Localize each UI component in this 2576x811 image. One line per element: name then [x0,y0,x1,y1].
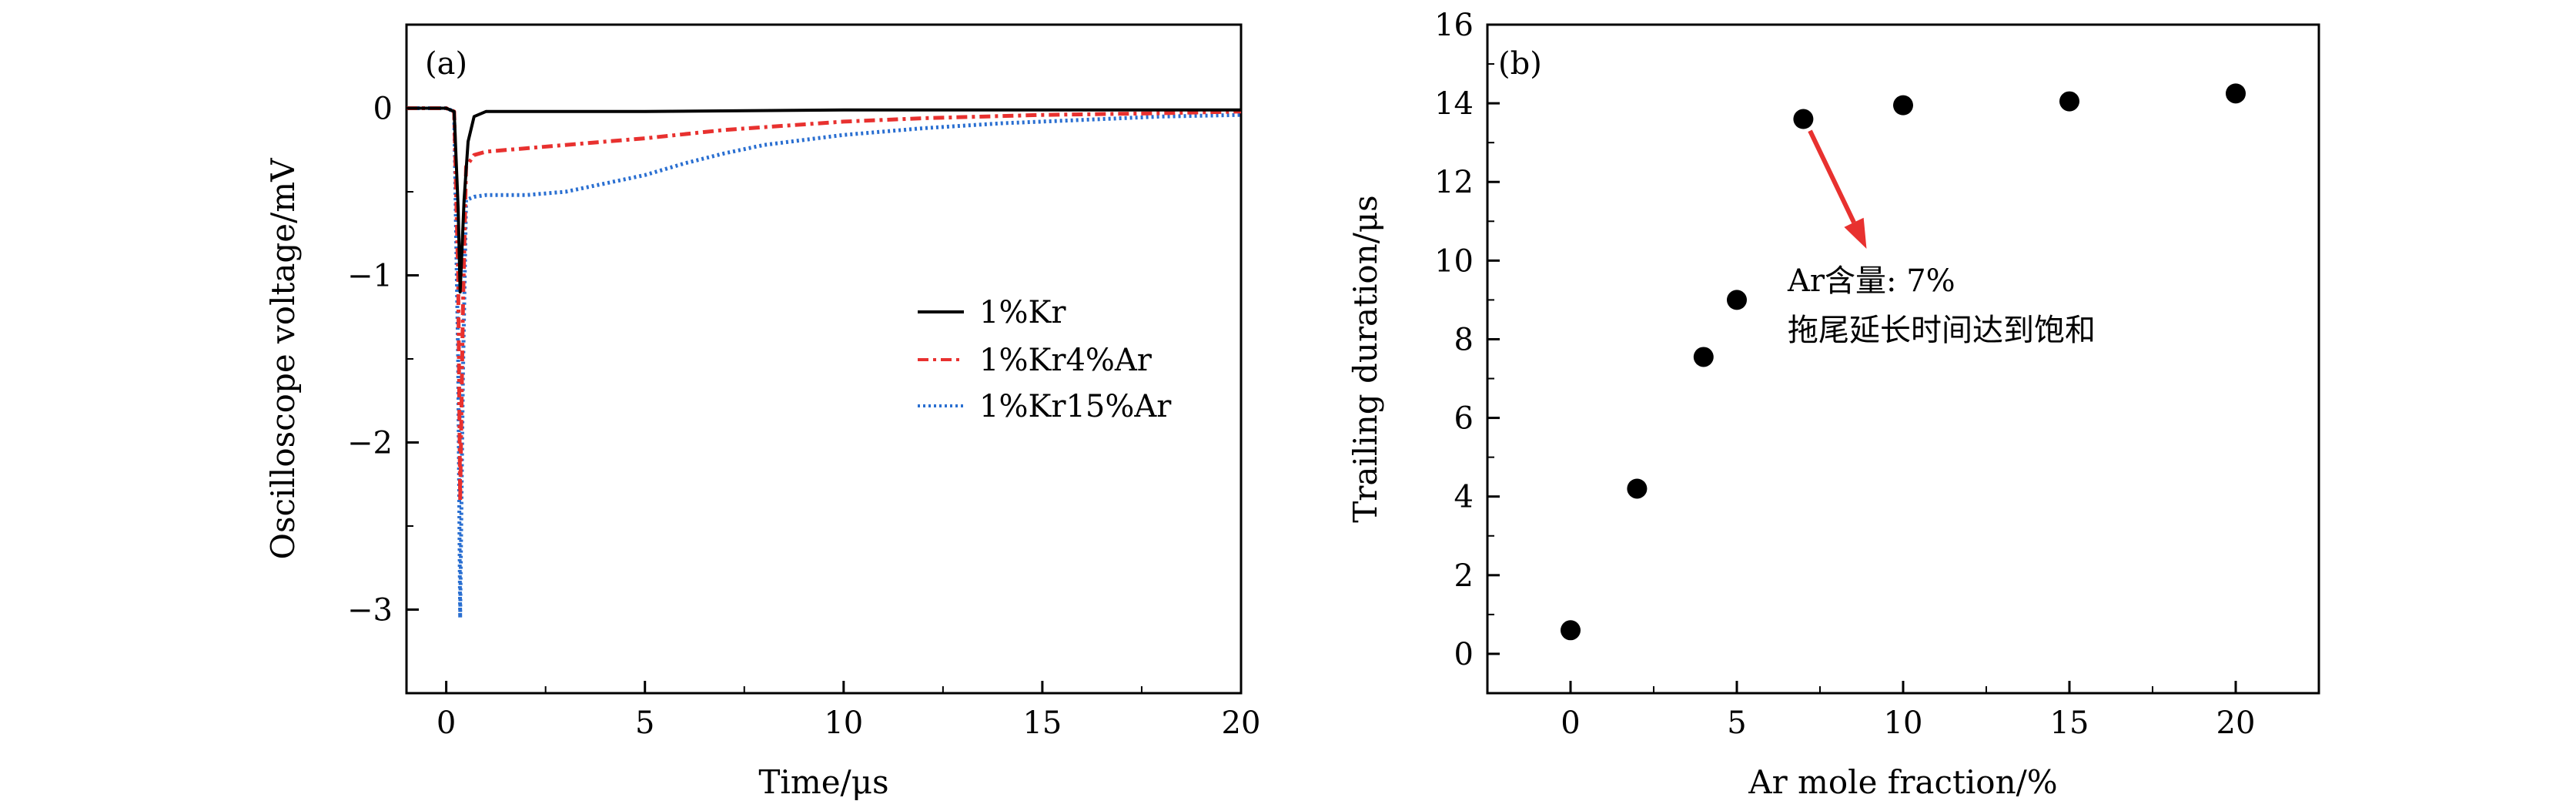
annotation-b: Ar含量: 7% 拖尾延长时间达到饱和 [1787,129,2096,348]
x-tick-label: 5 [635,705,654,741]
panel-a: 0 5 10 15 20 0 −1 −2 −3 (a) Time/μs Oscilloscope… [264,23,1260,801]
scatter-point [1727,290,1747,310]
legend-item-1kr15ar: 1%Kr15%Ar [918,389,1172,424]
scatter-point [2059,91,2079,112]
x-tick-label: 0 [437,705,456,741]
ticks-a: 0 5 10 15 20 0 −1 −2 −3 [347,92,1260,742]
x-axis-label-b: Ar mole fraction/% [1748,763,2057,801]
points-group-b [1561,83,2246,641]
series-group-a [406,106,1242,620]
annotation-line-1: Ar含量: 7% [1787,263,1955,299]
scatter-point [1793,109,1814,129]
legend-item-1kr: 1%Kr [918,295,1066,330]
x-tick-label: 20 [1222,705,1261,741]
y-tick-label: 10 [1434,243,1474,279]
x-tick-label: 0 [1561,705,1580,741]
scatter-point [1627,478,1648,499]
y-tick-label: 0 [373,92,393,127]
legend-label-1kr15ar: 1%Kr15%Ar [979,389,1172,424]
scatter-point [2226,83,2246,104]
y-tick-label: −2 [347,426,393,461]
y-tick-label: 0 [1454,637,1474,672]
x-tick-label: 15 [1022,705,1062,741]
annotation-arrow [1808,129,1856,224]
x-tick-label: 10 [1884,705,1923,741]
annotation-arrow-head [1844,217,1867,250]
x-tick-label: 20 [2216,705,2256,741]
ticks-b: 0 5 10 15 20 0 2 4 6 8 10 12 14 16 [1434,8,2255,741]
plot-frame-b [1486,23,2320,695]
scatter-point [1693,347,1714,367]
y-axis-label-a: Oscilloscope voltage/mV [264,158,302,560]
legend-item-1kr4ar: 1%Kr4%Ar [918,343,1153,378]
legend-label-1kr4ar: 1%Kr4%Ar [979,343,1153,378]
annotation-line-2: 拖尾延长时间达到饱和 [1788,313,2096,348]
y-tick-label: 4 [1454,480,1474,515]
x-tick-label: 10 [824,705,863,741]
x-tick-label: 5 [1727,705,1746,741]
y-tick-label: 16 [1434,8,1474,43]
scatter-point [1561,620,1581,641]
y-tick-label: 8 [1454,322,1474,357]
y-axis-label-b: Trailing duration/μs [1347,195,1384,522]
panel-label-a: (a) [425,46,467,82]
panel-label-b: (b) [1498,46,1542,82]
legend-a: 1%Kr 1%Kr4%Ar 1%Kr15%Ar [918,295,1172,424]
y-tick-label: 14 [1434,86,1474,122]
y-tick-label: 2 [1454,558,1474,594]
scatter-point [1893,95,1913,116]
x-tick-label: 15 [2050,705,2089,741]
y-tick-label: −3 [347,593,393,628]
y-tick-label: 12 [1434,165,1474,200]
x-axis-label-a: Time/μs [758,763,888,801]
series-line-1kr4ar [406,106,1242,503]
y-tick-label: −1 [347,259,393,294]
legend-label-1kr: 1%Kr [979,295,1066,330]
series-line-1kr [406,106,1241,294]
y-tick-label: 6 [1454,401,1474,437]
panel-b: 0 5 10 15 20 0 2 4 6 8 10 12 14 16 (b) Ar mole fracti… [1347,8,2320,801]
